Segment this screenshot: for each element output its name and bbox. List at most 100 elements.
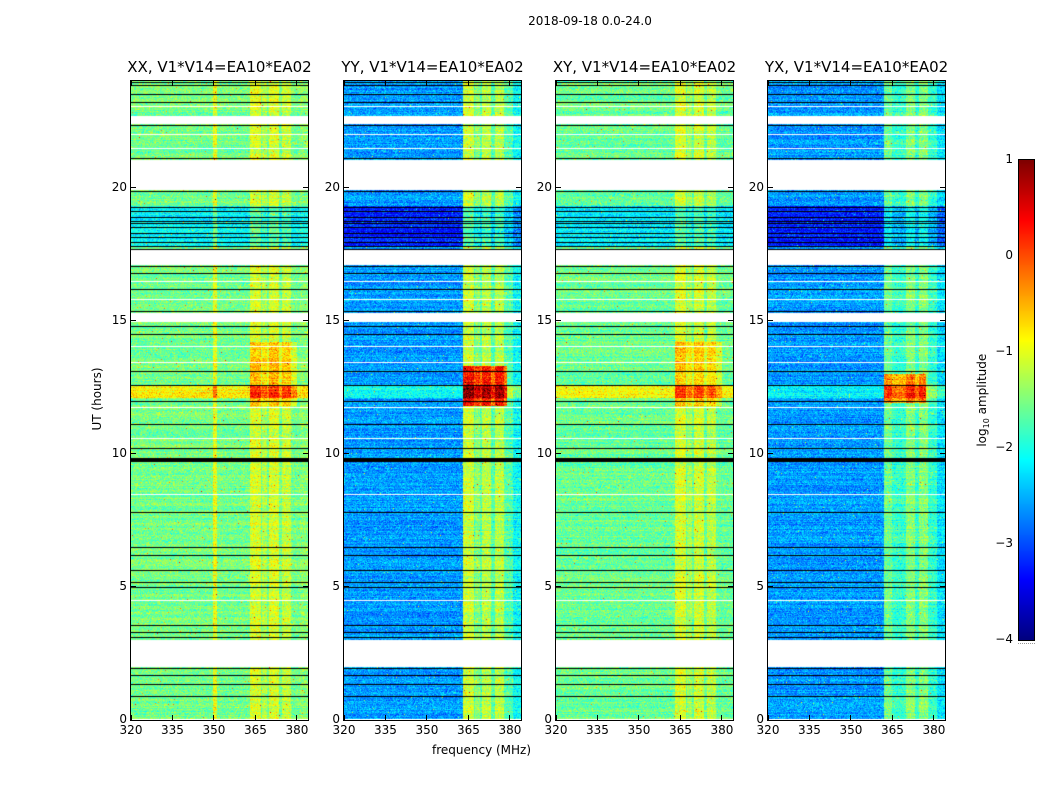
x-tick-mark xyxy=(721,715,723,720)
x-tick-label: 365 xyxy=(669,723,692,737)
y-tick-label: 15 xyxy=(324,312,340,327)
colorbar-label-rest: amplitude xyxy=(974,353,989,419)
x-tick-mark xyxy=(296,715,298,720)
y-tick-mark xyxy=(344,719,349,721)
x-tick-mark xyxy=(467,715,469,720)
x-tick-mark xyxy=(679,715,681,720)
x-tick-mark xyxy=(509,715,511,720)
y-tick-mark xyxy=(303,187,308,188)
panel-title: YY, V1*V14=EA10*EA02 xyxy=(341,58,524,76)
y-tick-mark xyxy=(303,586,308,588)
y-tick-label: 20 xyxy=(111,179,127,194)
x-tick-mark xyxy=(130,715,132,720)
x-tick-label: 350 xyxy=(839,723,863,737)
x-tick-mark xyxy=(767,715,769,720)
x-tick-mark xyxy=(808,715,810,720)
y-tick-mark xyxy=(303,320,308,322)
y-tick-label: 0 xyxy=(756,712,764,726)
x-tick-label: 380 xyxy=(498,723,522,737)
y-tick-mark xyxy=(556,719,561,721)
colorbar-tick-label: −2 xyxy=(995,440,1013,454)
y-tick-label: 10 xyxy=(111,445,127,460)
y-tick-mark xyxy=(344,187,349,188)
colorbar-tick-label: −4 xyxy=(995,632,1013,646)
x-tick-mark xyxy=(509,81,511,86)
x-tick-mark xyxy=(767,81,769,86)
x-tick-mark xyxy=(384,81,386,86)
y-tick-mark xyxy=(728,320,733,322)
y-tick-mark xyxy=(728,719,733,721)
x-tick-mark xyxy=(171,715,173,720)
colorbar-tick-label: −1 xyxy=(995,344,1013,358)
x-tick-label: 335 xyxy=(161,723,184,737)
y-tick-mark xyxy=(940,320,945,322)
y-tick-mark xyxy=(131,187,136,188)
colorbar-tick-label: −3 xyxy=(995,536,1013,550)
x-tick-mark xyxy=(426,81,428,86)
y-tick-label: 20 xyxy=(748,179,764,194)
y-tick-mark xyxy=(728,586,733,588)
y-tick-label: 5 xyxy=(544,578,552,593)
y-tick-mark xyxy=(940,187,945,188)
colorbar-label: log10 amplitude xyxy=(975,350,991,450)
x-tick-label: 320 xyxy=(544,723,568,737)
x-tick-mark xyxy=(384,715,386,720)
x-tick-mark xyxy=(467,81,469,86)
heatmap-canvas xyxy=(768,81,945,720)
x-tick-label: 335 xyxy=(798,723,821,737)
x-tick-mark xyxy=(254,81,256,86)
y-tick-mark xyxy=(516,586,521,588)
y-tick-mark xyxy=(556,320,561,322)
heatmap-canvas xyxy=(556,81,733,720)
y-tick-label: 20 xyxy=(324,179,340,194)
x-tick-mark xyxy=(808,81,810,86)
colorbar-label-log: log xyxy=(974,428,989,447)
y-tick-mark xyxy=(131,586,136,588)
x-tick-mark xyxy=(721,81,723,86)
x-tick-mark xyxy=(343,715,345,720)
colorbar-tick-label: 0 xyxy=(1005,248,1013,262)
x-tick-mark xyxy=(596,715,598,720)
x-tick-label: 320 xyxy=(332,723,356,737)
y-axis-label: UT (hours) xyxy=(90,367,104,431)
y-tick-mark xyxy=(516,453,521,455)
y-tick-label: 10 xyxy=(748,445,764,460)
y-tick-label: 10 xyxy=(324,445,340,460)
x-tick-label: 380 xyxy=(922,723,946,737)
y-tick-label: 0 xyxy=(544,712,552,726)
x-tick-mark xyxy=(638,715,640,720)
y-tick-mark xyxy=(768,187,773,188)
heatmap-panel xyxy=(555,80,734,721)
y-tick-label: 5 xyxy=(332,578,340,593)
x-tick-label: 350 xyxy=(415,723,439,737)
y-tick-mark xyxy=(344,586,349,588)
x-tick-mark xyxy=(850,81,852,86)
y-tick-label: 15 xyxy=(536,312,552,327)
x-tick-label: 365 xyxy=(881,723,904,737)
x-tick-label: 350 xyxy=(627,723,651,737)
y-tick-label: 10 xyxy=(536,445,552,460)
x-tick-mark xyxy=(933,715,935,720)
x-tick-mark xyxy=(638,81,640,86)
y-tick-mark xyxy=(131,320,136,322)
heatmap-canvas xyxy=(344,81,521,720)
y-tick-mark xyxy=(728,453,733,455)
heatmap-panel xyxy=(343,80,522,721)
y-tick-label: 0 xyxy=(332,712,340,726)
x-tick-mark xyxy=(213,715,215,720)
y-tick-mark xyxy=(940,586,945,588)
y-tick-mark xyxy=(768,453,773,455)
y-tick-mark xyxy=(556,187,561,188)
x-axis-label: frequency (MHz) xyxy=(432,743,532,757)
x-tick-mark xyxy=(296,81,298,86)
colorbar-extend-mark xyxy=(1018,643,1035,644)
y-tick-mark xyxy=(303,453,308,455)
y-tick-label: 5 xyxy=(119,578,127,593)
y-tick-label: 15 xyxy=(748,312,764,327)
y-tick-mark xyxy=(516,719,521,721)
x-tick-mark xyxy=(343,81,345,86)
colorbar xyxy=(1018,159,1035,641)
y-tick-label: 20 xyxy=(536,179,552,194)
y-tick-mark xyxy=(940,719,945,721)
x-tick-mark xyxy=(130,81,132,86)
